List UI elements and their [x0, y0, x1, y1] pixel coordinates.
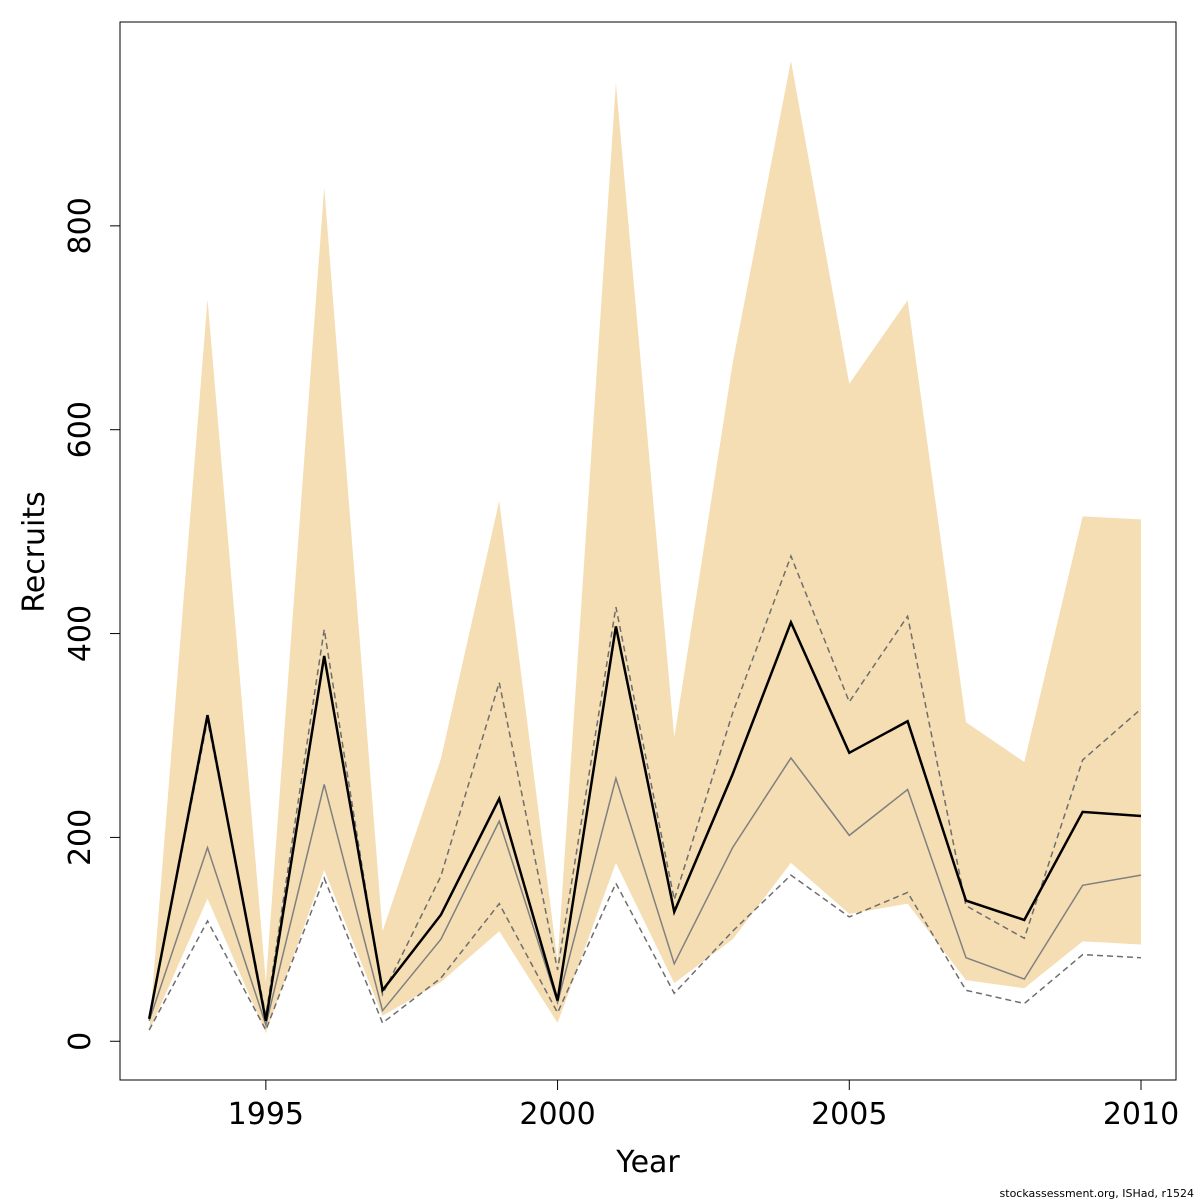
y-tick-label: 600 [63, 401, 98, 458]
y-axis: 0 200 400 600 800 [63, 197, 121, 1051]
series-layer [147, 554, 1142, 1032]
y-axis-title: Recruits [17, 491, 52, 613]
confidence-band-layer [149, 60, 1141, 1034]
x-tick-label: 1995 [228, 1097, 304, 1132]
confidence-band [149, 60, 1141, 1034]
x-tick-label: 2005 [811, 1097, 887, 1132]
y-tick-label: 800 [63, 197, 98, 254]
dashed-series-line-3 [148, 554, 1142, 1019]
y-tick-label: 400 [63, 605, 98, 662]
x-tick-label: 2010 [1103, 1097, 1179, 1132]
footnote: stockassessment.org, ISHad, r1524 [1000, 1187, 1194, 1200]
x-axis: 1995 2000 2005 2010 [228, 1079, 1179, 1132]
series-line-0 [147, 619, 1142, 1022]
x-tick-label: 2000 [519, 1097, 595, 1132]
dashed-series-line-2 [148, 874, 1142, 1032]
x-axis-title: Year [615, 1145, 680, 1180]
series-line-1 [148, 756, 1142, 1028]
y-tick-label: 0 [63, 1032, 98, 1051]
y-tick-label: 200 [63, 809, 98, 866]
